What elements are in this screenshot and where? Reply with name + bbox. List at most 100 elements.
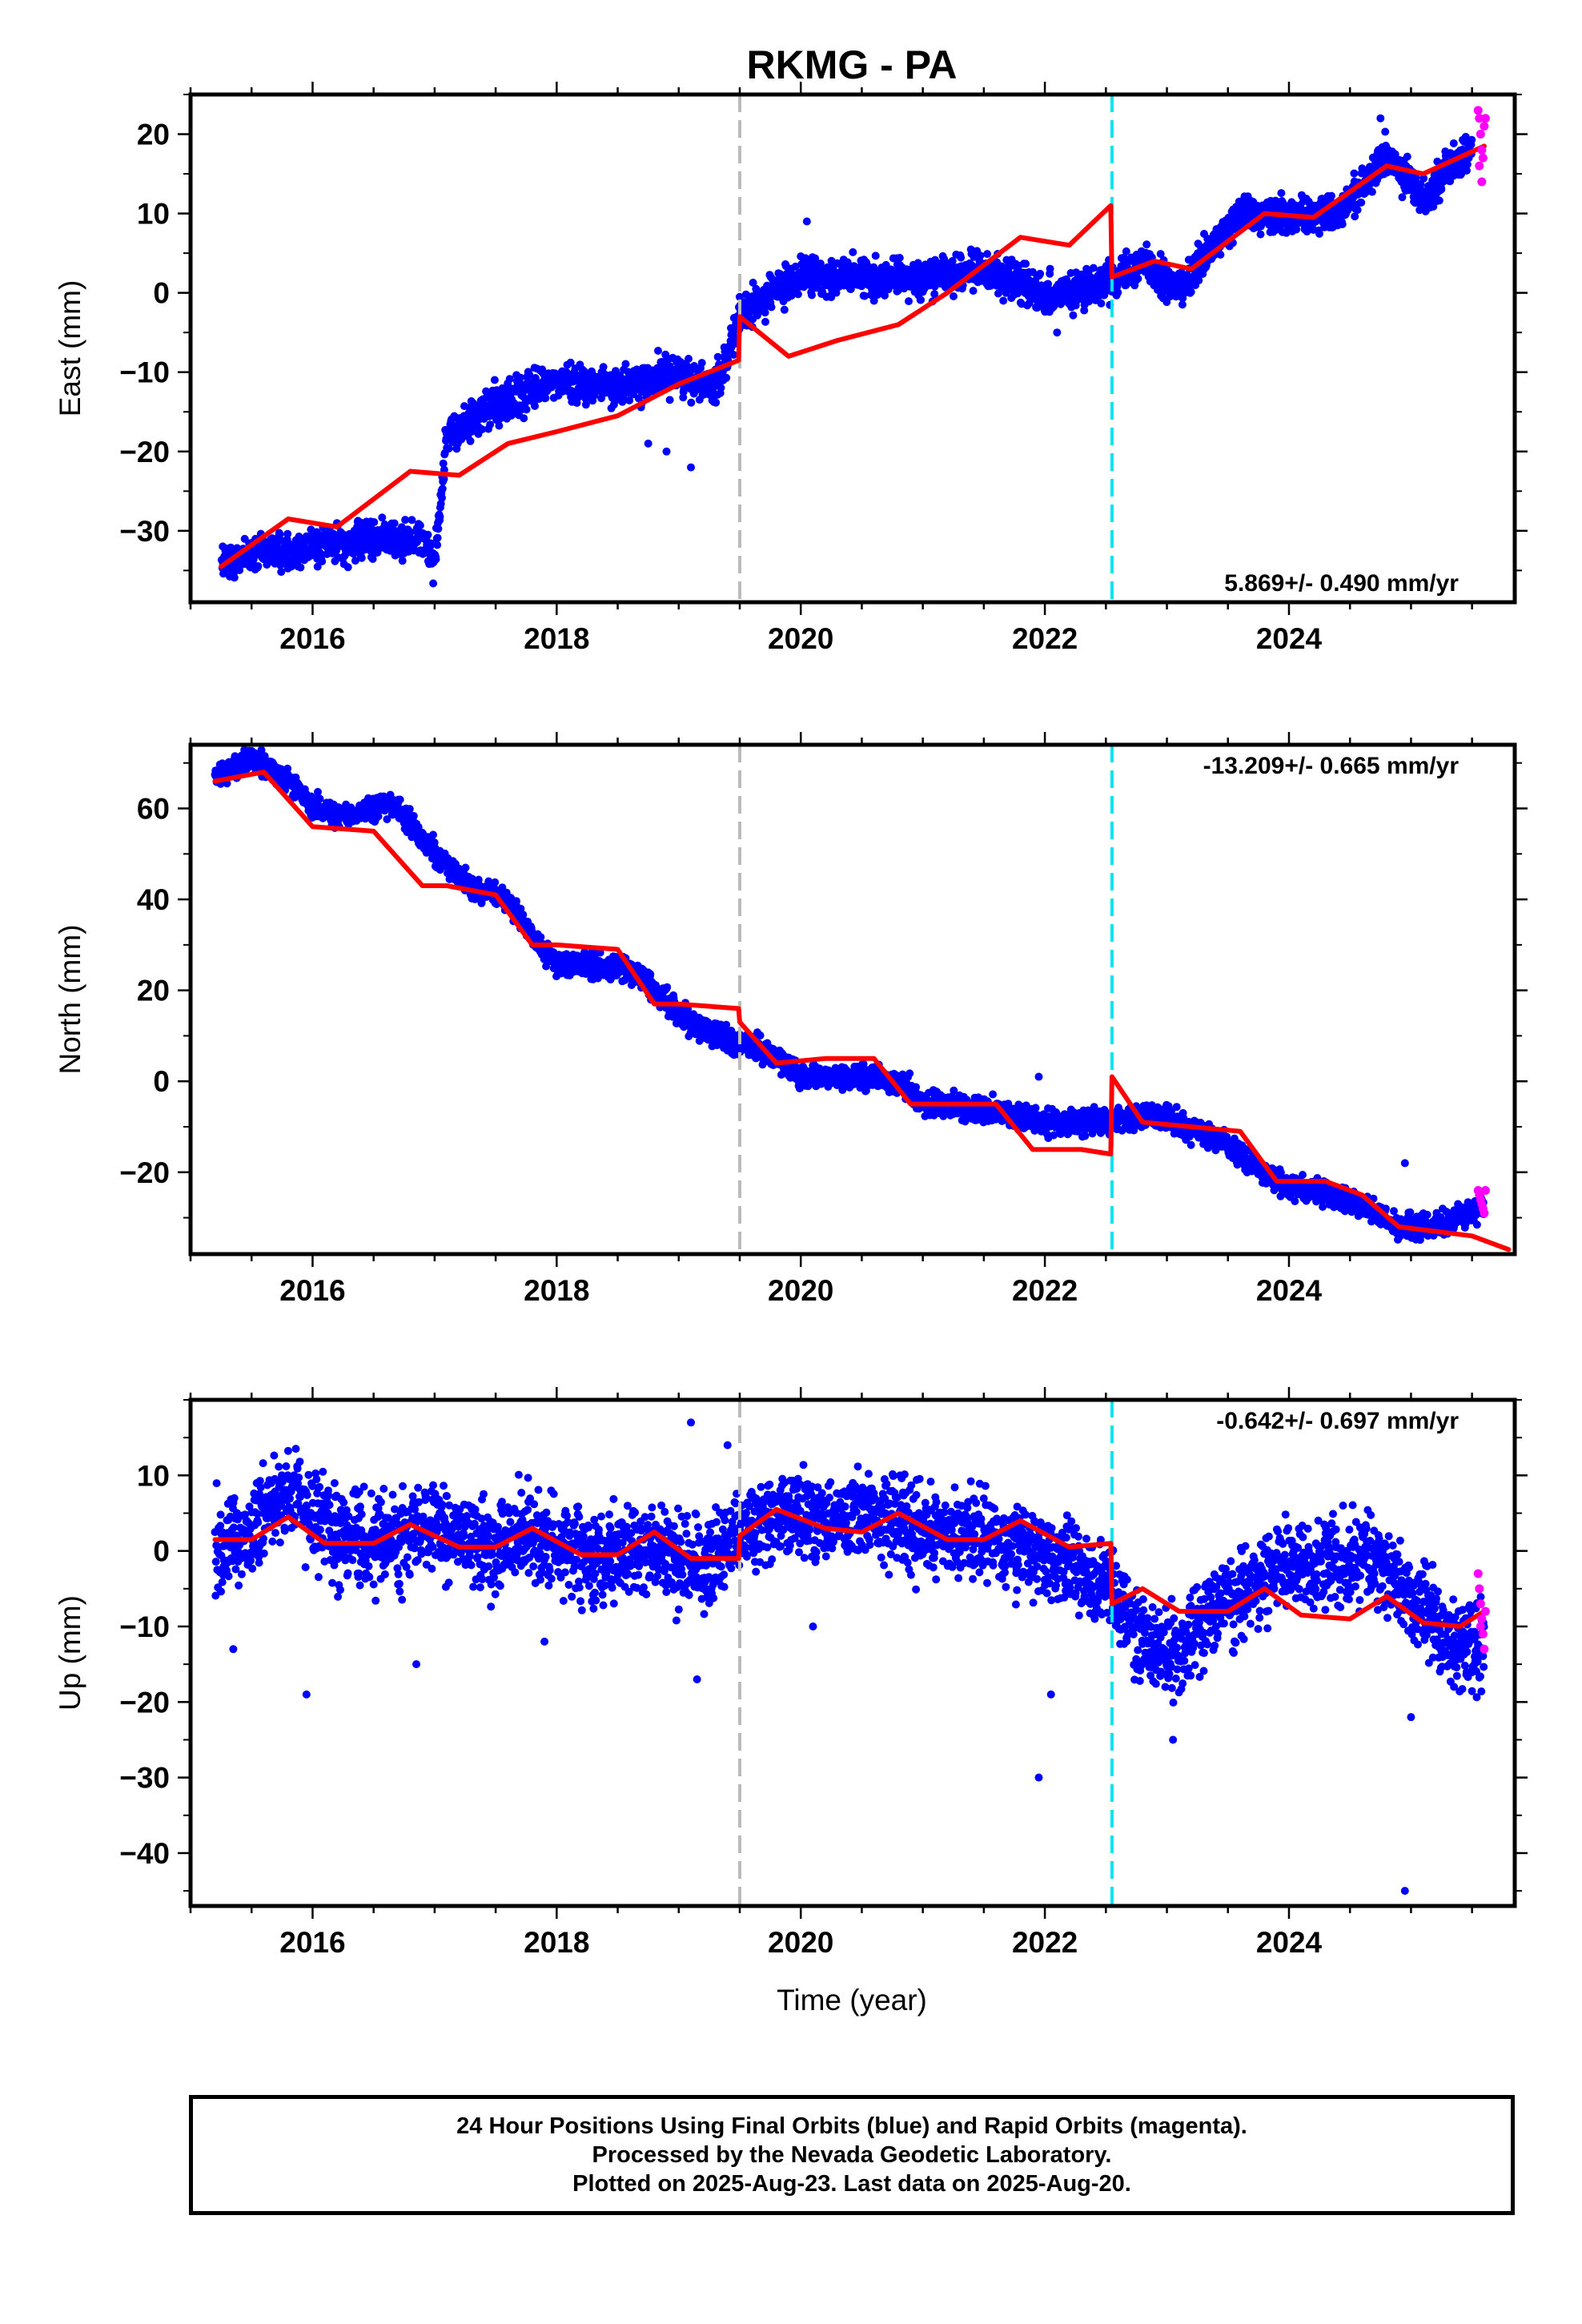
final-orbit-point [275,530,284,539]
y-tick-label: −30 [119,515,170,548]
final-orbit-point [408,516,416,525]
final-orbit-point [370,518,379,526]
outlier-point [687,463,696,472]
rapid-orbit-point [1480,114,1490,123]
final-orbit-point [440,475,448,483]
final-orbit-point [512,897,520,906]
final-orbit-point [495,421,504,430]
final-orbit-point [1381,127,1390,136]
final-orbit-point [439,459,448,468]
final-orbit-point [994,289,1002,298]
final-orbit-point [1050,302,1058,311]
y-tick-label: −10 [119,356,170,389]
final-orbit-point [531,402,539,410]
final-orbit-point [572,399,581,408]
final-orbit-point [536,933,545,942]
y-tick-label: 20 [137,119,170,151]
final-orbit-point [654,347,662,355]
final-orbit-point [1224,213,1233,222]
final-orbit-point [957,253,966,262]
final-orbit-point [436,513,444,521]
rapid-orbit-point [1480,122,1489,131]
rapid-orbit-point [1478,153,1488,163]
final-orbit-point [313,562,322,571]
final-orbit-point [849,247,857,256]
final-orbit-point [761,317,769,326]
final-orbit-point [401,516,410,525]
final-orbit-point [434,525,443,533]
final-orbit-point [277,568,286,577]
final-orbit-point [917,296,926,304]
final-orbit-point [1156,250,1165,259]
final-orbit-point [713,352,722,361]
final-orbit-point [520,414,528,423]
final-orbit-point [397,523,406,532]
x-tick-label: 2016 [279,622,345,655]
final-orbit-point [895,254,904,262]
final-orbit-point [429,830,437,839]
final-orbit-point [646,970,655,979]
x-tick-label: 2020 [768,1274,833,1307]
final-orbit-point [314,787,322,796]
final-orbit-point [438,493,446,502]
final-orbit-point [461,863,470,872]
final-orbit-point [1398,193,1407,202]
outlier-point [644,439,652,448]
final-orbit-point [791,262,800,271]
x-tick-label: 2018 [524,622,589,655]
final-orbit-point [761,308,769,317]
final-orbit-point [396,795,404,804]
final-orbit-point [663,983,672,991]
final-orbit-point [749,279,757,287]
y-tick-label: 60 [137,793,170,826]
final-orbit-point [1142,240,1151,249]
final-orbit-point [444,444,453,452]
x-tick-label: 2022 [1012,622,1078,655]
final-orbit-point [948,256,957,265]
final-orbit-point [235,566,244,574]
final-orbit-point [871,251,880,260]
final-orbit-point [542,962,551,971]
final-orbit-point [383,815,391,823]
final-orbit-point [1338,220,1347,228]
y-tick-label: −20 [119,1156,170,1189]
final-orbit-point [339,530,347,539]
plot-area [217,94,1490,602]
final-orbit-point [1315,229,1323,238]
rapid-orbit-point [1473,106,1483,115]
final-orbit-point [722,373,731,382]
final-orbit-point [881,292,889,300]
rapid-orbit-point [1476,130,1485,139]
final-orbit-point [780,305,789,314]
final-orbit-point [466,436,475,445]
figure-title: RKMG - PA [747,42,958,87]
final-orbit-point [1036,269,1045,278]
final-orbit-point [1435,196,1443,205]
final-orbit-point [767,303,776,312]
final-orbit-point [516,373,525,382]
final-orbit-point [566,358,575,367]
final-orbit-point [296,563,305,572]
final-orbit-point [315,794,324,803]
final-orbit-point [343,563,352,572]
final-orbit-point [525,371,534,380]
final-orbit-point [1357,198,1366,207]
final-orbit-point [357,553,366,562]
final-orbit-point [374,812,383,821]
outlier-point [869,296,878,305]
final-orbit-point [621,360,630,368]
final-orbit-point [1292,225,1301,234]
final-orbit-point [1433,157,1442,166]
x-tick-label: 2016 [279,1274,345,1307]
final-orbit-point [398,557,407,565]
outlier-point [1376,114,1385,123]
final-orbit-point [505,375,514,384]
final-orbit-point [1277,189,1286,198]
final-orbit-point [478,425,487,434]
final-orbit-point [596,948,604,957]
final-orbit-point [999,296,1008,305]
x-tick-label: 2024 [1256,622,1323,655]
plot-area [211,745,1512,1254]
